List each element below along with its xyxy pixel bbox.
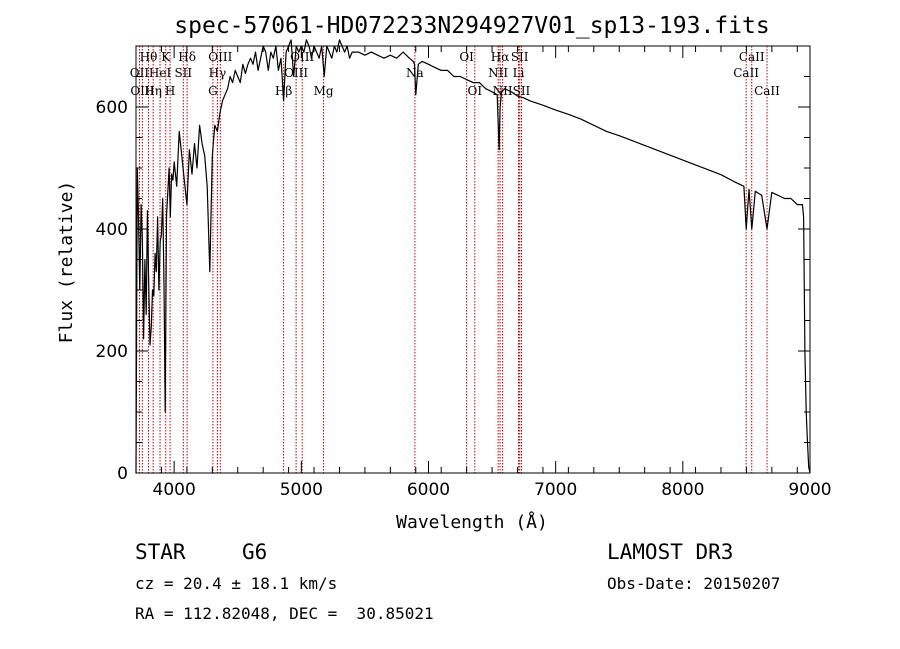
survey-name: LAMOST DR3 (607, 540, 734, 564)
line-label: OIII (208, 50, 232, 64)
line-label: K (161, 50, 171, 64)
line-label: OI (467, 84, 482, 98)
line-label: OI (459, 50, 474, 64)
object-type: STAR (135, 540, 186, 564)
y-tick-label: 400 (96, 220, 128, 240)
line-label: NII (488, 66, 508, 80)
line-label: Mg (314, 84, 334, 98)
x-axis-label: Wavelength (Å) (396, 511, 548, 533)
line-label: G (208, 84, 218, 98)
x-tick-label: 7000 (534, 480, 577, 500)
line-label: HeI (149, 66, 172, 80)
line-label: SII (511, 50, 529, 64)
line-label: Hγ (209, 66, 227, 80)
line-label: Hθ (140, 50, 158, 64)
line-label: OII (130, 66, 150, 80)
x-tick-label: 6000 (407, 480, 450, 500)
y-tick-label: 0 (117, 464, 128, 484)
subclass: G6 (242, 540, 268, 564)
line-label: Li (513, 66, 525, 80)
x-tick-label: 9000 (788, 480, 831, 500)
spectral-line-markers (138, 46, 768, 473)
x-tick-label: 4000 (153, 480, 196, 500)
plot-frame (135, 45, 811, 474)
obs-date: Obs-Date: 20150207 (607, 574, 781, 593)
x-tick-label: 5000 (280, 480, 323, 500)
line-label: CaII (733, 66, 759, 80)
flux-series (135, 39, 811, 474)
coordinates: RA = 112.82048, DEC = 30.85021 (135, 604, 434, 623)
line-label: Hη (144, 84, 162, 98)
line-label: OIII (284, 66, 308, 80)
y-axis-label: Flux (relative) (56, 181, 77, 344)
y-tick-label: 600 (96, 98, 128, 118)
chart-title: spec-57061-HD072233N294927V01_sp13-193.f… (174, 13, 769, 39)
line-label: Hδ (178, 50, 196, 64)
line-label: Hα (491, 50, 510, 64)
axis-ticks: 4000 5000 6000 7000 8000 9000 0 200 400 600 (96, 46, 832, 500)
x-tick-label: 8000 (661, 480, 704, 500)
line-label: SII (174, 66, 192, 80)
redshift-text: cz = 20.4 ± 18.1 km/s (135, 574, 338, 593)
y-tick-label: 200 (96, 342, 128, 362)
line-label: CaII (739, 50, 765, 64)
line-label: SII (513, 84, 531, 98)
line-label: CaII (754, 84, 780, 98)
line-label: OIII (290, 50, 314, 64)
flux-line (135, 39, 811, 474)
line-label: H (165, 84, 175, 98)
